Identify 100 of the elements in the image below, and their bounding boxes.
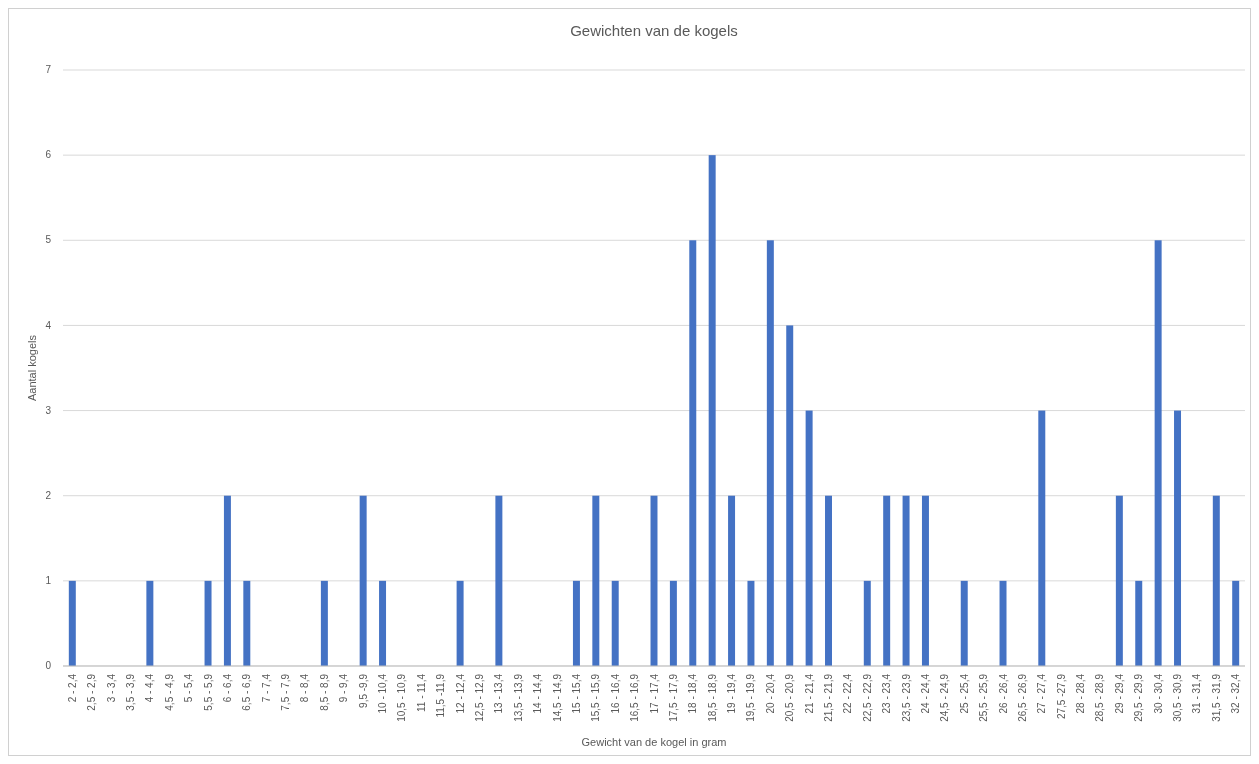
x-tick-label: 30,5 - 30,9 xyxy=(1172,673,1184,722)
bar xyxy=(747,580,755,666)
y-tick-label: 1 xyxy=(45,575,52,587)
x-tick-label: 17,5 - 17,9 xyxy=(667,673,679,722)
x-tick-label: 15 - 15,4 xyxy=(570,673,582,714)
y-tick-label: 6 xyxy=(45,149,52,161)
x-tick-label: 26,5 - 26,9 xyxy=(1016,673,1028,722)
x-tick-label: 9 - 9,4 xyxy=(338,673,350,703)
bar xyxy=(1212,495,1220,666)
chart-title: Gewichten van de kogels xyxy=(570,22,738,39)
bar xyxy=(1038,410,1046,666)
bar xyxy=(883,495,891,666)
x-tick-label: 31 - 31,4 xyxy=(1191,673,1203,714)
x-tick-label: 5,5 - 5,9 xyxy=(202,673,214,711)
x-tick-label: 28,5 - 28,9 xyxy=(1094,673,1106,722)
x-tick-label: 15,5 - 15,9 xyxy=(590,673,602,722)
y-tick-label: 7 xyxy=(45,64,52,76)
x-tick-label: 21,5 - 21,9 xyxy=(823,673,835,722)
x-tick-label: 29,5 - 29,9 xyxy=(1133,673,1145,722)
x-tick-label: 29 - 29,4 xyxy=(1113,673,1125,714)
bar xyxy=(960,580,968,666)
x-tick-label: 16,5 - 16,9 xyxy=(629,673,641,722)
bar xyxy=(243,580,251,666)
x-tick-label: 7,5 - 7,9 xyxy=(280,673,292,711)
x-tick-label: 11,5 -11,9 xyxy=(435,673,447,718)
x-tick-label: 10 - 10,4 xyxy=(377,673,389,714)
bar xyxy=(1135,580,1143,666)
x-tick-label: 23,5 - 23,9 xyxy=(900,673,912,722)
x-tick-label: 12,5 - 12,9 xyxy=(473,673,485,722)
bar xyxy=(379,580,387,666)
x-tick-label: 18,5 - 18,9 xyxy=(706,673,718,722)
x-tick-label: 16 - 16,4 xyxy=(609,673,621,714)
x-tick-label: 23 - 23,4 xyxy=(881,673,893,714)
bar xyxy=(495,495,503,666)
x-tick-label: 31,5 - 31,9 xyxy=(1210,673,1222,722)
x-tick-label: 8,5 - 8,9 xyxy=(318,673,330,711)
bar xyxy=(611,580,619,666)
bar xyxy=(1154,240,1162,666)
bar xyxy=(1232,580,1240,666)
x-tick-label: 26 - 26,4 xyxy=(997,673,1009,714)
bar xyxy=(766,240,774,666)
x-tick-label: 6 - 6,4 xyxy=(221,673,233,703)
x-tick-label: 20,5 - 20,9 xyxy=(784,673,796,722)
x-tick-label: 13 - 13,4 xyxy=(493,673,505,714)
bar xyxy=(204,580,212,666)
bar xyxy=(320,580,328,666)
x-tick-label: 7 - 7,4 xyxy=(260,673,272,703)
y-axis-title: Aantal kogels xyxy=(26,334,38,402)
bar xyxy=(786,325,794,666)
x-tick-label: 22 - 22,4 xyxy=(842,673,854,714)
x-tick-label: 4 - 4,4 xyxy=(144,673,156,703)
bar xyxy=(359,495,367,666)
x-tick-label: 11 - 11,4 xyxy=(415,673,427,712)
bar xyxy=(921,495,929,666)
x-tick-label: 9,5 -9,9 xyxy=(357,673,369,708)
x-tick-label: 8 - 8,4 xyxy=(299,673,311,703)
x-tick-label: 6,5 - 6,9 xyxy=(241,673,253,711)
bar xyxy=(592,495,600,666)
bar xyxy=(1115,495,1123,666)
y-tick-label: 5 xyxy=(45,234,52,246)
x-tick-label: 18 - 18,4 xyxy=(687,673,699,714)
x-tick-label: 32 - 32,4 xyxy=(1230,673,1242,714)
y-tick-label: 4 xyxy=(45,319,52,331)
x-tick-label: 12 - 12,4 xyxy=(454,673,466,714)
x-tick-label: 25,5 - 25,9 xyxy=(978,673,990,722)
bar xyxy=(805,410,813,666)
bar xyxy=(1174,410,1182,666)
x-tick-label: 30 - 30,4 xyxy=(1152,673,1164,714)
bar xyxy=(825,495,832,666)
bar xyxy=(999,580,1007,666)
x-tick-label: 14,5 - 14,9 xyxy=(551,673,563,722)
bar xyxy=(708,155,716,666)
bar xyxy=(456,580,464,666)
y-tick-label: 0 xyxy=(45,660,52,672)
x-tick-label: 10,5 - 10,9 xyxy=(396,673,408,722)
bar xyxy=(146,580,154,666)
x-tick-label: 27 - 27,4 xyxy=(1036,673,1048,714)
x-tick-label: 4,5 - 4,9 xyxy=(163,673,175,711)
x-tick-label: 24,5 - 24,9 xyxy=(939,673,951,722)
x-tick-label: 14 - 14,4 xyxy=(532,673,544,714)
x-tick-label: 20 - 20,4 xyxy=(764,673,776,714)
bar xyxy=(68,580,76,666)
x-tick-label: 19 - 19,4 xyxy=(726,673,738,714)
y-tick-label: 3 xyxy=(45,404,52,416)
x-tick-label: 21 - 21,4 xyxy=(803,673,815,714)
x-tick-label: 24 - 24,4 xyxy=(919,673,931,714)
x-tick-label: 2,5 - 2,9 xyxy=(86,673,98,711)
x-tick-label: 27,5 -27,9 xyxy=(1055,673,1067,720)
x-tick-label: 28 - 28,4 xyxy=(1075,673,1087,714)
x-tick-label: 25 - 25,4 xyxy=(958,673,970,714)
bar xyxy=(863,580,871,666)
x-tick-label: 13,5 - 13,9 xyxy=(512,673,524,722)
y-tick-label: 2 xyxy=(45,489,52,501)
bar xyxy=(572,580,580,666)
x-tick-label: 22,5 - 22,9 xyxy=(861,673,873,722)
x-tick-label: 17 - 17,4 xyxy=(648,673,660,714)
bar xyxy=(223,495,231,666)
x-tick-label: 3,5 - 3,9 xyxy=(124,673,136,711)
x-axis-title: Gewicht van de kogel in gram xyxy=(581,736,727,748)
x-tick-label: 19,5 - 19,9 xyxy=(745,673,757,722)
